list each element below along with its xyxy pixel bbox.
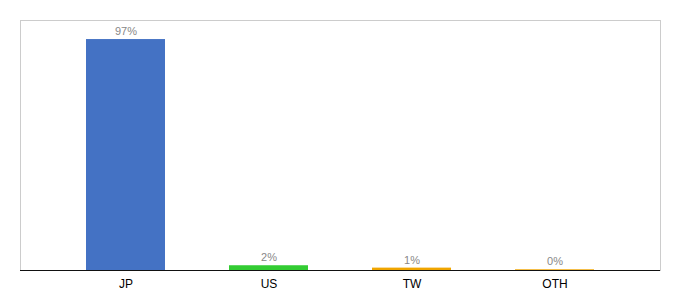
svg-text:1%: 1% (404, 254, 420, 266)
svg-text:97%: 97% (115, 25, 137, 37)
svg-text:0%: 0% (547, 255, 563, 267)
svg-text:OTH: OTH (542, 277, 567, 291)
svg-text:US: US (261, 277, 278, 291)
svg-text:JP: JP (119, 277, 133, 291)
svg-text:TW: TW (403, 277, 422, 291)
svg-text:2%: 2% (261, 251, 277, 263)
